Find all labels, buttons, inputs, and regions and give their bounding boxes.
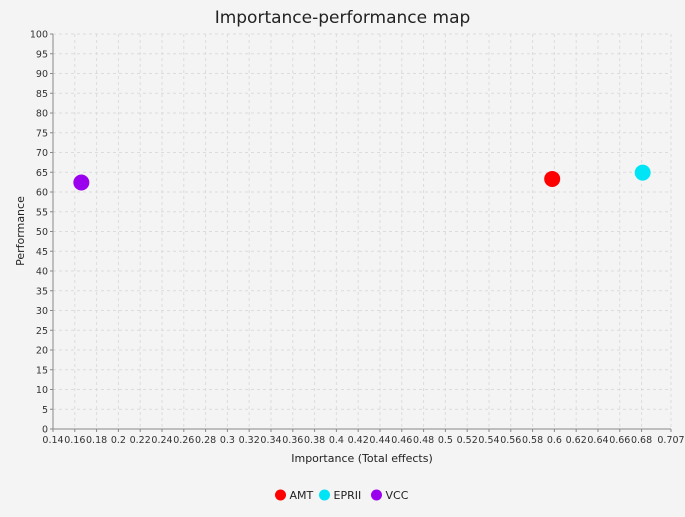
x-tick-label: 0.68 bbox=[631, 435, 652, 446]
x-tick-label: 0.36 bbox=[282, 435, 303, 446]
y-tick-label: 60 bbox=[36, 188, 48, 199]
y-tick-label: 95 bbox=[36, 49, 48, 60]
legend-marker-vcc bbox=[371, 489, 382, 501]
data-point-vcc bbox=[73, 174, 90, 191]
data-points bbox=[73, 164, 651, 191]
legend-marker-eprii bbox=[319, 489, 330, 501]
legend-label-eprii: EPRII bbox=[334, 489, 362, 502]
grid bbox=[52, 33, 672, 430]
x-tick-label: 0.52 bbox=[457, 435, 478, 446]
x-tick-label: 0.48 bbox=[413, 435, 434, 446]
chart-title: Importance-performance map bbox=[215, 8, 471, 28]
x-tick-label: 0.22 bbox=[130, 435, 151, 446]
x-tick-label: 0.66 bbox=[609, 435, 630, 446]
x-tick-label: 0.24 bbox=[151, 435, 172, 446]
x-tick-label: 0.18 bbox=[86, 435, 107, 446]
y-tick-label: 75 bbox=[36, 128, 48, 139]
x-tick-label: 0.2 bbox=[111, 435, 126, 446]
y-tick-label: 5 bbox=[42, 405, 48, 416]
data-point-amt bbox=[544, 170, 561, 187]
x-axis-label: Importance (Total effects) bbox=[291, 452, 433, 465]
y-tick-label: 80 bbox=[36, 109, 48, 120]
y-tick-label: 85 bbox=[36, 89, 48, 100]
data-point-eprii bbox=[634, 164, 651, 181]
x-tick-label: 0.34 bbox=[260, 435, 281, 446]
x-tick-label: 0.3 bbox=[220, 435, 235, 446]
legend-marker-amt bbox=[275, 489, 286, 501]
x-tick-label: 0.42 bbox=[348, 435, 369, 446]
x-tick-label: 0.28 bbox=[195, 435, 216, 446]
y-tick-label: 90 bbox=[36, 69, 48, 80]
y-tick-label: 70 bbox=[36, 148, 48, 159]
y-tick-label: 45 bbox=[36, 247, 48, 258]
y-tick-label: 30 bbox=[36, 306, 48, 317]
legend-label-amt: AMT bbox=[290, 489, 314, 502]
x-tick-label: 0.54 bbox=[478, 435, 499, 446]
x-tick-label: 0.14 bbox=[42, 435, 63, 446]
y-tick-label: 25 bbox=[36, 326, 48, 337]
y-tick-label: 50 bbox=[36, 227, 48, 238]
x-tick-label: 0.26 bbox=[173, 435, 194, 446]
y-tick-label: 0 bbox=[42, 425, 48, 436]
x-tick-label: 0.56 bbox=[500, 435, 521, 446]
y-tick-label: 40 bbox=[36, 267, 48, 278]
y-tick-label: 55 bbox=[36, 207, 48, 218]
x-tick-label: 0.58 bbox=[522, 435, 543, 446]
x-tick-label: 0.707 bbox=[657, 435, 684, 446]
x-tick-label: 0.32 bbox=[239, 435, 260, 446]
y-tick-label: 15 bbox=[36, 365, 48, 376]
y-tick-label: 35 bbox=[36, 286, 48, 297]
y-tick-label: 100 bbox=[30, 30, 48, 41]
y-tick-label: 10 bbox=[36, 385, 48, 396]
legend-label-vcc: VCC bbox=[386, 489, 409, 502]
x-tick-label: 0.38 bbox=[304, 435, 325, 446]
tick-labels: 0.14 0.16 0.18 0.2 0.22 0.24 0.26 0.28 0.3 0.32 0.… bbox=[30, 30, 685, 447]
x-tick-label: 0.16 bbox=[64, 435, 85, 446]
x-tick-label: 0.4 bbox=[329, 435, 344, 446]
legend: AMT EPRII VCC bbox=[275, 489, 409, 502]
x-tick-label: 0.6 bbox=[547, 435, 562, 446]
y-tick-label: 65 bbox=[36, 168, 48, 179]
x-tick-label: 0.46 bbox=[391, 435, 412, 446]
x-tick-label: 0.5 bbox=[438, 435, 453, 446]
x-tick-label: 0.44 bbox=[369, 435, 390, 446]
x-tick-label: 0.62 bbox=[566, 435, 587, 446]
y-tick-label: 20 bbox=[36, 346, 48, 357]
x-tick-label: 0.64 bbox=[587, 435, 608, 446]
y-axis-label: Performance bbox=[14, 196, 27, 266]
